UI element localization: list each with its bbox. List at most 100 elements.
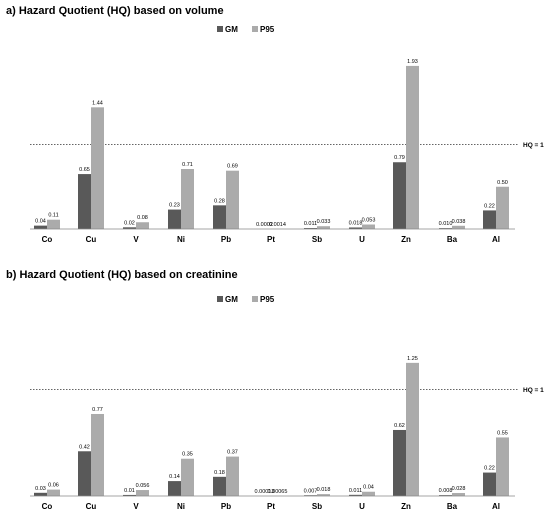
bar-p95-ni: [181, 458, 194, 496]
legend: GM P95: [217, 25, 275, 34]
bar-gm-u: [349, 227, 362, 229]
value-label-gm-ni: 0.23: [169, 203, 180, 209]
bar-p95-sb: [317, 226, 330, 229]
category-label-u: U: [359, 502, 365, 511]
bar-gm-zn: [393, 162, 406, 229]
category-label-ni: Ni: [177, 235, 185, 244]
category-label-u: U: [359, 235, 365, 244]
chart-title: b) Hazard Quotient (HQ) based on creatin…: [6, 269, 238, 281]
bar-gm-al: [483, 210, 496, 229]
value-label-gm-v: 0.02: [124, 220, 135, 226]
category-label-v: V: [133, 235, 139, 244]
bar-gm-cu: [78, 451, 91, 496]
value-label-gm-u: 0.018: [349, 220, 363, 226]
value-label-p95-sb: 0.018: [317, 487, 331, 493]
value-label-gm-zn: 0.79: [394, 155, 405, 161]
legend-label-p95: P95: [260, 295, 275, 304]
value-label-p95-u: 0.04: [363, 485, 374, 491]
value-label-gm-sb: 0.007: [304, 488, 318, 494]
value-label-p95-pb: 0.37: [227, 450, 238, 456]
legend-swatch-gm: [217, 26, 223, 32]
value-label-gm-v: 0.01: [124, 488, 135, 494]
category-label-co: Co: [42, 235, 53, 244]
category-label-cu: Cu: [86, 235, 97, 244]
bar-p95-zn: [406, 362, 419, 496]
value-label-p95-u: 0.053: [362, 218, 376, 224]
category-label-sb: Sb: [312, 502, 322, 511]
reference-line-label: HQ = 1: [523, 142, 544, 149]
legend-swatch-p95: [252, 26, 258, 32]
value-label-p95-co: 0.11: [48, 213, 58, 219]
value-label-gm-pt: 0.0002: [256, 222, 273, 228]
legend-swatch-p95: [252, 296, 258, 302]
bar-p95-co: [47, 489, 60, 496]
value-label-gm-zn: 0.62: [394, 423, 405, 429]
category-label-al: Al: [492, 235, 500, 244]
bar-p95-ba: [452, 225, 465, 229]
bar-gm-v: [123, 494, 136, 496]
bar-gm-al: [483, 472, 496, 496]
bar-p95-ni: [181, 169, 194, 229]
value-label-gm-sb: 0.011: [304, 221, 317, 227]
bar-p95-v: [136, 490, 149, 496]
bar-gm-ba: [439, 228, 452, 229]
bar-p95-v: [136, 222, 149, 229]
value-label-p95-ni: 0.35: [182, 452, 193, 458]
bar-gm-sb: [304, 228, 317, 229]
value-label-gm-cu: 0.42: [79, 444, 90, 450]
value-label-p95-pt: 0.00065: [268, 489, 288, 495]
category-label-ba: Ba: [447, 502, 458, 511]
category-label-pb: Pb: [221, 235, 231, 244]
bar-gm-cu: [78, 174, 91, 229]
bars: 0.040.11 0.65 1.44 0.020.08 0.23 0.71 0.28 0.69…: [34, 59, 509, 229]
bar-gm-pb: [213, 205, 226, 229]
bar-p95-al: [496, 437, 509, 496]
value-label-gm-pb: 0.28: [214, 198, 225, 204]
value-label-gm-u: 0.011: [349, 488, 362, 494]
bar-gm-zn: [393, 429, 406, 496]
bar-p95-cu: [91, 107, 104, 229]
value-label-p95-pb: 0.69: [227, 164, 238, 170]
bar-gm-u: [349, 494, 362, 496]
value-label-gm-cu: 0.65: [79, 167, 90, 173]
bar-gm-pb: [213, 476, 226, 496]
value-label-p95-al: 0.50: [497, 180, 508, 186]
bar-p95-cu: [91, 413, 104, 496]
chart-title: a) Hazard Quotient (HQ) based on volume: [6, 5, 224, 17]
value-label-gm-al: 0.22: [484, 466, 495, 472]
bar-p95-sb: [317, 494, 330, 496]
value-label-p95-cu: 1.44: [92, 100, 103, 106]
panel-volume: a) Hazard Quotient (HQ) based on volume G…: [6, 5, 544, 244]
bar-gm-co: [34, 492, 47, 496]
bar-gm-co: [34, 225, 47, 229]
value-label-p95-zn: 1.93: [407, 59, 418, 65]
bar-p95-al: [496, 186, 509, 229]
category-label-al: Al: [492, 502, 500, 511]
bar-gm-ba: [439, 495, 452, 496]
legend-label-gm: GM: [225, 295, 238, 304]
legend: GM P95: [217, 295, 275, 304]
value-label-gm-ba: 0.010: [439, 221, 453, 227]
value-label-p95-al: 0.55: [497, 430, 508, 436]
value-label-p95-v: 0.056: [136, 483, 150, 489]
category-label-zn: Zn: [401, 235, 411, 244]
value-label-p95-ba: 0.028: [452, 486, 466, 492]
bar-gm-ni: [168, 209, 181, 229]
category-label-co: Co: [42, 502, 53, 511]
bar-gm-ni: [168, 481, 181, 496]
value-label-gm-al: 0.22: [484, 203, 495, 209]
value-label-p95-sb: 0.033: [317, 219, 331, 225]
value-label-p95-co: 0.06: [48, 483, 59, 489]
bar-p95-ba: [452, 493, 465, 496]
category-label-pt: Pt: [267, 235, 275, 244]
bars: 0.030.06 0.42 0.77 0.010.056 0.14 0.35 0.18 0.3…: [34, 356, 509, 496]
category-label-sb: Sb: [312, 235, 322, 244]
value-label-p95-pt: 0.0014: [269, 222, 286, 228]
bar-p95-co: [47, 219, 60, 229]
value-label-gm-pt: 0.00013: [255, 489, 275, 495]
value-label-gm-ni: 0.14: [169, 474, 180, 480]
value-label-p95-v: 0.08: [137, 215, 148, 221]
category-label-cu: Cu: [86, 502, 97, 511]
bar-gm-v: [123, 227, 136, 229]
value-label-gm-co: 0.03: [35, 486, 46, 492]
